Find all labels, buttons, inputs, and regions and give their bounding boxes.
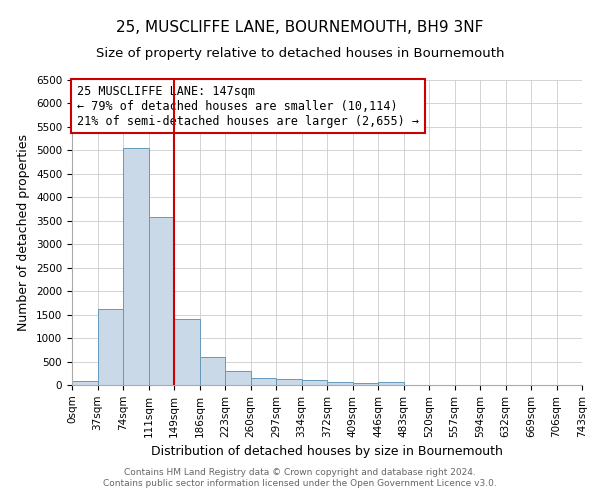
Bar xyxy=(251,378,276,385)
Bar xyxy=(123,148,149,385)
Bar xyxy=(276,379,302,385)
Text: Contains HM Land Registry data © Crown copyright and database right 2024.
Contai: Contains HM Land Registry data © Crown c… xyxy=(103,468,497,487)
X-axis label: Distribution of detached houses by size in Bournemouth: Distribution of detached houses by size … xyxy=(151,445,503,458)
Bar xyxy=(174,320,199,385)
Bar xyxy=(97,308,123,385)
Text: 25, MUSCLIFFE LANE, BOURNEMOUTH, BH9 3NF: 25, MUSCLIFFE LANE, BOURNEMOUTH, BH9 3NF xyxy=(116,20,484,35)
Y-axis label: Number of detached properties: Number of detached properties xyxy=(17,134,31,331)
Text: Size of property relative to detached houses in Bournemouth: Size of property relative to detached ho… xyxy=(96,48,504,60)
Bar xyxy=(353,384,378,385)
Bar xyxy=(149,217,174,385)
Bar xyxy=(327,382,353,385)
Bar xyxy=(72,382,97,385)
Text: 25 MUSCLIFFE LANE: 147sqm
← 79% of detached houses are smaller (10,114)
21% of s: 25 MUSCLIFFE LANE: 147sqm ← 79% of detac… xyxy=(77,84,419,128)
Bar xyxy=(199,357,225,385)
Bar xyxy=(378,382,404,385)
Bar xyxy=(225,371,251,385)
Bar xyxy=(302,380,327,385)
